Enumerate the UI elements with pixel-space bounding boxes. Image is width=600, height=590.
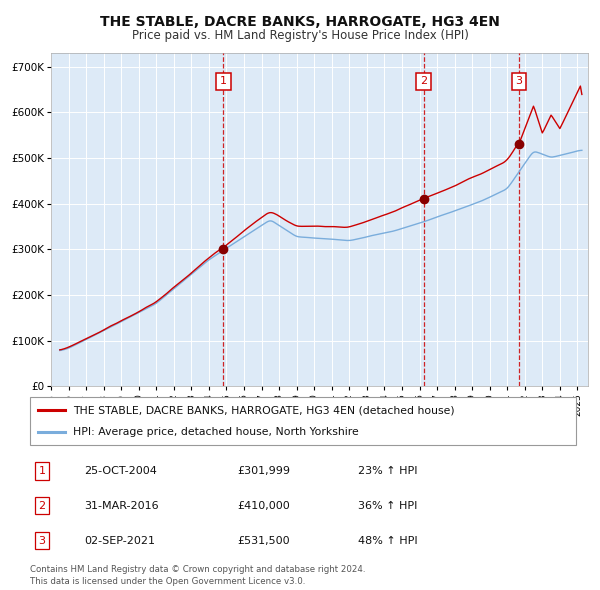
Text: £531,500: £531,500 — [238, 536, 290, 546]
Text: 48% ↑ HPI: 48% ↑ HPI — [358, 536, 417, 546]
Text: 23% ↑ HPI: 23% ↑ HPI — [358, 466, 417, 476]
Text: 31-MAR-2016: 31-MAR-2016 — [85, 501, 159, 511]
Text: 36% ↑ HPI: 36% ↑ HPI — [358, 501, 417, 511]
Text: Price paid vs. HM Land Registry's House Price Index (HPI): Price paid vs. HM Land Registry's House … — [131, 30, 469, 42]
Text: 3: 3 — [515, 77, 523, 86]
Text: £410,000: £410,000 — [238, 501, 290, 511]
Text: 1: 1 — [38, 466, 46, 476]
Text: 2: 2 — [421, 77, 427, 86]
Text: Contains HM Land Registry data © Crown copyright and database right 2024.
This d: Contains HM Land Registry data © Crown c… — [30, 565, 365, 586]
Text: 2: 2 — [38, 501, 46, 511]
Text: 1: 1 — [220, 77, 227, 86]
FancyBboxPatch shape — [30, 397, 576, 445]
Text: THE STABLE, DACRE BANKS, HARROGATE, HG3 4EN: THE STABLE, DACRE BANKS, HARROGATE, HG3 … — [100, 15, 500, 29]
Text: 25-OCT-2004: 25-OCT-2004 — [85, 466, 157, 476]
Text: THE STABLE, DACRE BANKS, HARROGATE, HG3 4EN (detached house): THE STABLE, DACRE BANKS, HARROGATE, HG3 … — [73, 405, 454, 415]
Text: HPI: Average price, detached house, North Yorkshire: HPI: Average price, detached house, Nort… — [73, 427, 358, 437]
Text: 02-SEP-2021: 02-SEP-2021 — [85, 536, 155, 546]
Text: 3: 3 — [38, 536, 46, 546]
Text: £301,999: £301,999 — [238, 466, 290, 476]
